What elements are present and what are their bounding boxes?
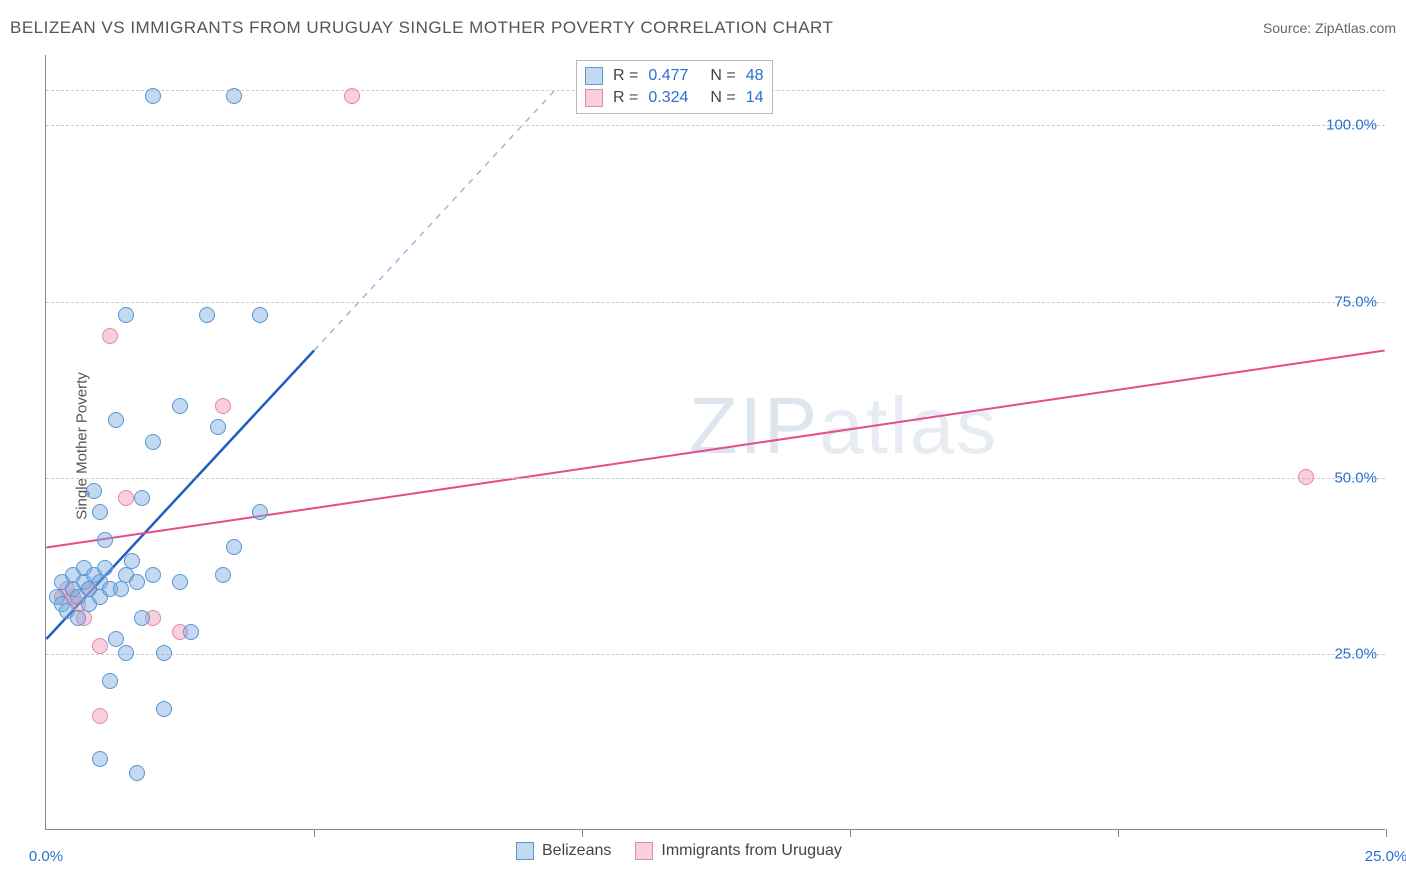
scatter-point-uruguay bbox=[1298, 469, 1314, 485]
scatter-point-belizeans bbox=[118, 307, 134, 323]
y-tick-label: 100.0% bbox=[1326, 117, 1377, 134]
scatter-point-belizeans bbox=[129, 765, 145, 781]
y-tick-label: 25.0% bbox=[1334, 645, 1377, 662]
scatter-point-belizeans bbox=[226, 88, 242, 104]
scatter-point-belizeans bbox=[70, 610, 86, 626]
scatter-point-belizeans bbox=[92, 504, 108, 520]
scatter-point-belizeans bbox=[102, 673, 118, 689]
gridline bbox=[46, 302, 1385, 303]
scatter-point-uruguay bbox=[118, 490, 134, 506]
series-legend: Belizeans Immigrants from Uruguay bbox=[516, 842, 842, 860]
scatter-point-belizeans bbox=[172, 574, 188, 590]
scatter-point-belizeans bbox=[156, 701, 172, 717]
watermark: ZIPatlas bbox=[689, 380, 998, 472]
y-tick-label: 50.0% bbox=[1334, 469, 1377, 486]
legend-item-belizeans: Belizeans bbox=[516, 842, 611, 860]
scatter-point-belizeans bbox=[124, 553, 140, 569]
scatter-point-belizeans bbox=[215, 567, 231, 583]
scatter-point-belizeans bbox=[172, 398, 188, 414]
scatter-point-uruguay bbox=[92, 708, 108, 724]
chart-source: Source: ZipAtlas.com bbox=[1263, 20, 1396, 36]
scatter-point-uruguay bbox=[215, 398, 231, 414]
plot-area: ZIPatlas 25.0%50.0%75.0%100.0%0.0%25.0%R… bbox=[45, 55, 1385, 830]
correlation-legend: R =0.477N =48R =0.324N =14 bbox=[576, 60, 773, 114]
x-tick bbox=[314, 829, 315, 837]
scatter-point-belizeans bbox=[226, 539, 242, 555]
legend-row-belizeans: R =0.477N =48 bbox=[585, 65, 764, 87]
scatter-point-belizeans bbox=[134, 610, 150, 626]
scatter-point-belizeans bbox=[113, 581, 129, 597]
chart-title: BELIZEAN VS IMMIGRANTS FROM URUGUAY SING… bbox=[10, 18, 833, 38]
legend-swatch bbox=[585, 67, 603, 85]
x-tick bbox=[1386, 829, 1387, 837]
scatter-point-belizeans bbox=[86, 483, 102, 499]
scatter-point-belizeans bbox=[199, 307, 215, 323]
x-tick bbox=[850, 829, 851, 837]
scatter-point-belizeans bbox=[252, 504, 268, 520]
scatter-point-belizeans bbox=[129, 574, 145, 590]
scatter-point-belizeans bbox=[156, 645, 172, 661]
legend-swatch bbox=[635, 842, 653, 860]
chart-header: BELIZEAN VS IMMIGRANTS FROM URUGUAY SING… bbox=[10, 18, 1396, 38]
x-tick-label: 25.0% bbox=[1365, 848, 1406, 865]
scatter-point-uruguay bbox=[344, 88, 360, 104]
scatter-point-belizeans bbox=[97, 560, 113, 576]
gridline bbox=[46, 654, 1385, 655]
scatter-point-belizeans bbox=[134, 490, 150, 506]
gridline bbox=[46, 125, 1385, 126]
scatter-point-belizeans bbox=[252, 307, 268, 323]
trend-lines-layer bbox=[46, 55, 1385, 829]
scatter-point-belizeans bbox=[145, 434, 161, 450]
legend-swatch bbox=[516, 842, 534, 860]
scatter-point-belizeans bbox=[108, 631, 124, 647]
scatter-point-belizeans bbox=[145, 88, 161, 104]
scatter-point-belizeans bbox=[92, 751, 108, 767]
scatter-point-belizeans bbox=[145, 567, 161, 583]
scatter-point-belizeans bbox=[210, 419, 226, 435]
x-tick-label: 0.0% bbox=[29, 848, 63, 865]
scatter-point-uruguay bbox=[102, 328, 118, 344]
scatter-point-uruguay bbox=[92, 638, 108, 654]
gridline bbox=[46, 478, 1385, 479]
legend-item-uruguay: Immigrants from Uruguay bbox=[635, 842, 842, 860]
x-tick bbox=[582, 829, 583, 837]
x-tick bbox=[1118, 829, 1119, 837]
legend-row-uruguay: R =0.324N =14 bbox=[585, 87, 764, 109]
legend-swatch bbox=[585, 89, 603, 107]
scatter-point-belizeans bbox=[118, 645, 134, 661]
scatter-point-belizeans bbox=[97, 532, 113, 548]
y-tick-label: 75.0% bbox=[1334, 293, 1377, 310]
scatter-point-belizeans bbox=[108, 412, 124, 428]
scatter-point-belizeans bbox=[183, 624, 199, 640]
